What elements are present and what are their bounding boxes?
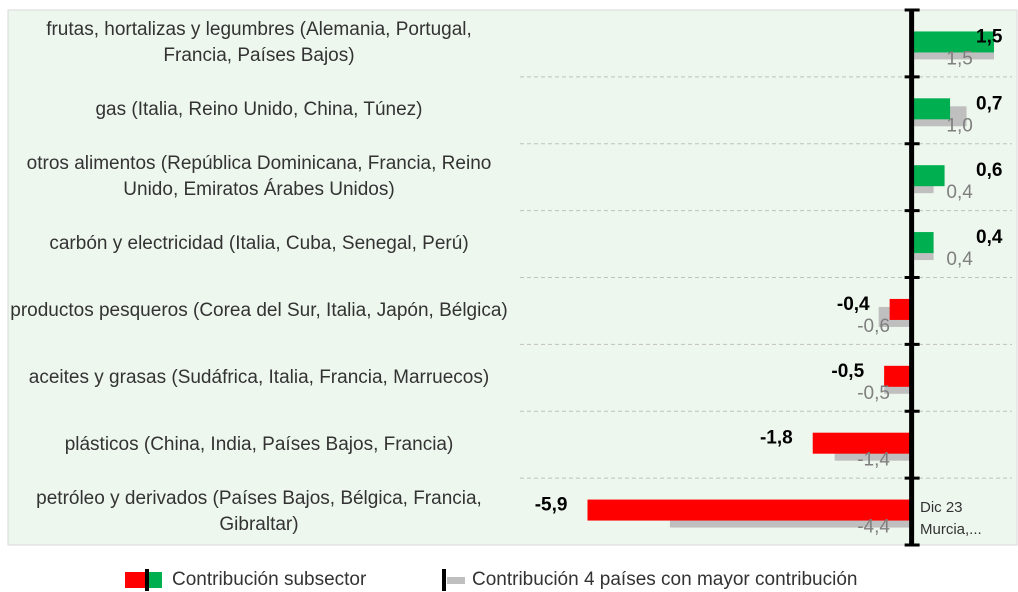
annotation: Murcia,... <box>920 521 982 538</box>
legend-label: Contribución subsector <box>172 569 367 590</box>
bar <box>911 165 945 187</box>
bar <box>889 298 912 320</box>
data-label: -1,8 <box>760 428 793 449</box>
bar <box>911 98 951 120</box>
data-label: -4,4 <box>857 517 890 538</box>
bar <box>587 499 912 521</box>
category-label: plásticos (China, India, Países Bajos, F… <box>64 433 454 455</box>
data-label: 1,5 <box>976 26 1003 47</box>
category-label: carbón y electricidad (Italia, Cuba, Sen… <box>49 233 469 255</box>
legend-swatch <box>148 572 162 588</box>
data-label: 1,0 <box>946 115 972 136</box>
legend-swatch <box>125 572 145 588</box>
data-label: 0,4 <box>946 182 973 203</box>
legend-swatch <box>447 577 465 584</box>
data-label: -5,9 <box>535 495 568 516</box>
category-label: gas (Italia, Reino Unido, China, Túnez) <box>95 99 423 121</box>
category-label: otros alimentos (República Dominicana, F… <box>26 153 492 201</box>
data-label: -0,6 <box>857 316 890 337</box>
category-label: productos pesqueros (Corea del Sur, Ital… <box>10 299 508 321</box>
data-label: -0,4 <box>837 294 870 315</box>
category-label: aceites y grasas (Sudáfrica, Italia, Fra… <box>28 366 490 388</box>
data-label: -0,5 <box>857 383 890 404</box>
category-label: petróleo y derivados (Países Bajos, Bélg… <box>36 487 482 535</box>
legend-label: Contribución 4 países con mayor contribu… <box>472 569 857 590</box>
bar <box>911 232 934 254</box>
data-label: 0,4 <box>976 227 1003 248</box>
category-label: frutas, hortalizas y legumbres (Alemania… <box>46 19 472 67</box>
data-label: 0,4 <box>946 249 973 270</box>
data-label: -0,5 <box>831 361 864 382</box>
bar <box>884 365 912 387</box>
bar <box>911 31 995 53</box>
data-label: -1,4 <box>857 450 890 471</box>
data-label: 0,7 <box>976 93 1002 114</box>
data-label: 1,5 <box>946 48 972 69</box>
bar <box>812 432 912 454</box>
annotation: Dic 23 <box>920 499 963 516</box>
data-label: 0,6 <box>976 160 1002 181</box>
